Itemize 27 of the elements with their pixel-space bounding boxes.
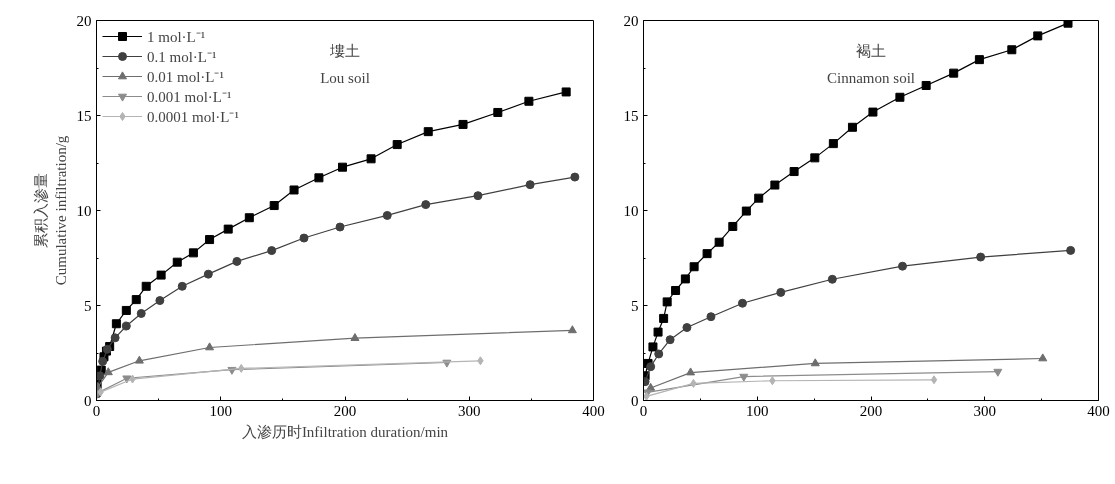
x-tick-label: 400 bbox=[582, 402, 605, 419]
y-tick-label: 5 bbox=[631, 297, 639, 314]
x-tick-label: 300 bbox=[973, 402, 996, 419]
y-tick-label: 20 bbox=[76, 12, 92, 29]
y-tick-label: 20 bbox=[623, 12, 639, 29]
legend-label: 0.001 mol·L⁻¹ bbox=[147, 88, 232, 106]
y-tick-label: 15 bbox=[76, 107, 92, 124]
y-tick-label: 10 bbox=[623, 202, 639, 219]
x-tick-label: 100 bbox=[209, 402, 232, 419]
y-tick-label: 10 bbox=[76, 202, 92, 219]
legend-label: 0.1 mol·L⁻¹ bbox=[147, 48, 217, 66]
x-tick-label: 300 bbox=[458, 402, 481, 419]
y-tick-label: 15 bbox=[623, 107, 639, 124]
annotation: 褐土 bbox=[856, 42, 886, 59]
annotation: 塿土 bbox=[329, 42, 360, 59]
x-tick-label: 400 bbox=[1087, 402, 1110, 419]
y-axis-title: 累积入渗量 Cumulative infiltration/g bbox=[33, 135, 69, 286]
y-tick-label: 5 bbox=[84, 297, 92, 314]
x-tick-label: 100 bbox=[746, 402, 769, 419]
x-axis-title: 入渗历时Infiltration duration/min bbox=[241, 423, 449, 440]
legend-label: 1 mol·L⁻¹ bbox=[147, 28, 206, 46]
x-tick-label: 200 bbox=[333, 402, 357, 419]
annotation: Lou soil bbox=[320, 69, 370, 86]
legend-label: 0.0001 mol·L⁻¹ bbox=[147, 108, 239, 126]
legend-label: 0.01 mol·L⁻¹ bbox=[147, 68, 224, 86]
x-tick-label: 200 bbox=[859, 402, 883, 419]
annotation: Cinnamon soil bbox=[827, 69, 915, 86]
